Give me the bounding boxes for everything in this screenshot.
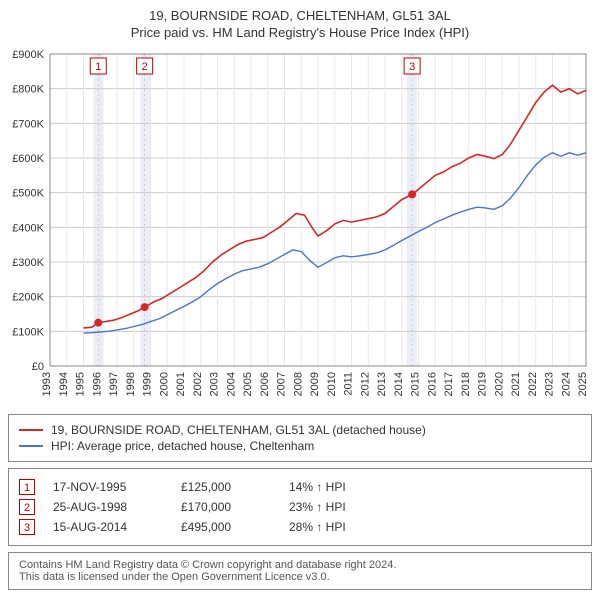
attribution: Contains HM Land Registry data © Crown c… xyxy=(8,552,592,590)
legend-swatch xyxy=(19,429,43,431)
event-date: 15-AUG-2014 xyxy=(53,520,163,534)
chart-title-address: 19, BOURNSIDE ROAD, CHELTENHAM, GL51 3AL xyxy=(8,8,592,23)
price-chart: £0 £100K £200K £300K £400K £500K £600K £700K £80… xyxy=(8,46,592,408)
svg-text:1993: 1993 xyxy=(41,372,53,396)
svg-text:2011: 2011 xyxy=(343,372,355,396)
svg-text:2002: 2002 xyxy=(192,372,204,396)
svg-text:2009: 2009 xyxy=(309,372,321,396)
svg-text:2018: 2018 xyxy=(460,372,472,396)
svg-text:2010: 2010 xyxy=(326,372,338,396)
legend-label: HPI: Average price, detached house, Chel… xyxy=(51,439,314,453)
svg-text:2004: 2004 xyxy=(225,372,237,396)
svg-text:2003: 2003 xyxy=(209,372,221,396)
svg-text:£0: £0 xyxy=(32,361,44,373)
svg-text:£200K: £200K xyxy=(12,292,44,304)
svg-text:2012: 2012 xyxy=(359,372,371,396)
sale-event-row: 1 17-NOV-1995 £125,000 14% ↑ HPI xyxy=(19,479,581,495)
svg-text:1994: 1994 xyxy=(58,372,70,396)
svg-text:2001: 2001 xyxy=(175,372,187,396)
svg-text:£700K: £700K xyxy=(12,118,44,130)
legend-item: 19, BOURNSIDE ROAD, CHELTENHAM, GL51 3AL… xyxy=(19,423,581,437)
event-hpi: 28% ↑ HPI xyxy=(289,520,379,534)
event-price: £495,000 xyxy=(181,520,271,534)
svg-text:2022: 2022 xyxy=(527,372,539,396)
svg-text:£300K: £300K xyxy=(12,257,44,269)
svg-text:1998: 1998 xyxy=(125,372,137,396)
svg-text:2: 2 xyxy=(142,61,148,73)
svg-text:2008: 2008 xyxy=(292,372,304,396)
svg-text:£900K: £900K xyxy=(12,49,44,61)
price-chart-svg: £0 £100K £200K £300K £400K £500K £600K £700K £80… xyxy=(8,46,592,408)
event-hpi: 14% ↑ HPI xyxy=(289,480,379,494)
chart-title-block: 19, BOURNSIDE ROAD, CHELTENHAM, GL51 3AL… xyxy=(8,8,592,40)
svg-text:2024: 2024 xyxy=(560,372,572,396)
sale-events: 1 17-NOV-1995 £125,000 14% ↑ HPI 2 25-AU… xyxy=(8,468,592,546)
sale-event-row: 3 15-AUG-2014 £495,000 28% ↑ HPI xyxy=(19,519,581,535)
svg-text:£600K: £600K xyxy=(12,153,44,165)
svg-text:2013: 2013 xyxy=(376,372,388,396)
svg-text:1995: 1995 xyxy=(75,372,87,396)
svg-text:2016: 2016 xyxy=(426,372,438,396)
svg-text:2006: 2006 xyxy=(259,372,271,396)
svg-text:2000: 2000 xyxy=(158,372,170,396)
chart-title-subtitle: Price paid vs. HM Land Registry's House … xyxy=(8,25,592,40)
svg-text:2019: 2019 xyxy=(477,372,489,396)
event-date: 17-NOV-1995 xyxy=(53,480,163,494)
svg-text:£800K: £800K xyxy=(12,84,44,96)
event-marker: 1 xyxy=(19,479,35,495)
svg-text:£400K: £400K xyxy=(12,222,44,234)
event-marker: 2 xyxy=(19,499,35,515)
legend-label: 19, BOURNSIDE ROAD, CHELTENHAM, GL51 3AL… xyxy=(51,423,426,437)
svg-text:1999: 1999 xyxy=(142,372,154,396)
event-hpi: 23% ↑ HPI xyxy=(289,500,379,514)
event-price: £125,000 xyxy=(181,480,271,494)
svg-text:1996: 1996 xyxy=(91,372,103,396)
event-marker: 3 xyxy=(19,519,35,535)
attribution-line: Contains HM Land Registry data © Crown c… xyxy=(19,559,581,571)
legend: 19, BOURNSIDE ROAD, CHELTENHAM, GL51 3AL… xyxy=(8,414,592,462)
svg-text:2014: 2014 xyxy=(393,372,405,396)
svg-text:£100K: £100K xyxy=(12,326,44,338)
sale-event-row: 2 25-AUG-1998 £170,000 23% ↑ HPI xyxy=(19,499,581,515)
svg-text:2025: 2025 xyxy=(577,372,589,396)
event-price: £170,000 xyxy=(181,500,271,514)
svg-text:2023: 2023 xyxy=(544,372,556,396)
svg-text:3: 3 xyxy=(409,61,415,73)
svg-text:2020: 2020 xyxy=(493,372,505,396)
svg-text:2005: 2005 xyxy=(242,372,254,396)
svg-text:1: 1 xyxy=(95,61,101,73)
svg-text:2017: 2017 xyxy=(443,372,455,396)
attribution-line: This data is licensed under the Open Gov… xyxy=(19,571,581,583)
svg-text:1997: 1997 xyxy=(108,372,120,396)
legend-swatch xyxy=(19,445,43,447)
svg-text:2007: 2007 xyxy=(276,372,288,396)
svg-text:2021: 2021 xyxy=(510,372,522,396)
event-date: 25-AUG-1998 xyxy=(53,500,163,514)
svg-text:2015: 2015 xyxy=(410,372,422,396)
svg-text:£500K: £500K xyxy=(12,188,44,200)
legend-item: HPI: Average price, detached house, Chel… xyxy=(19,439,581,453)
